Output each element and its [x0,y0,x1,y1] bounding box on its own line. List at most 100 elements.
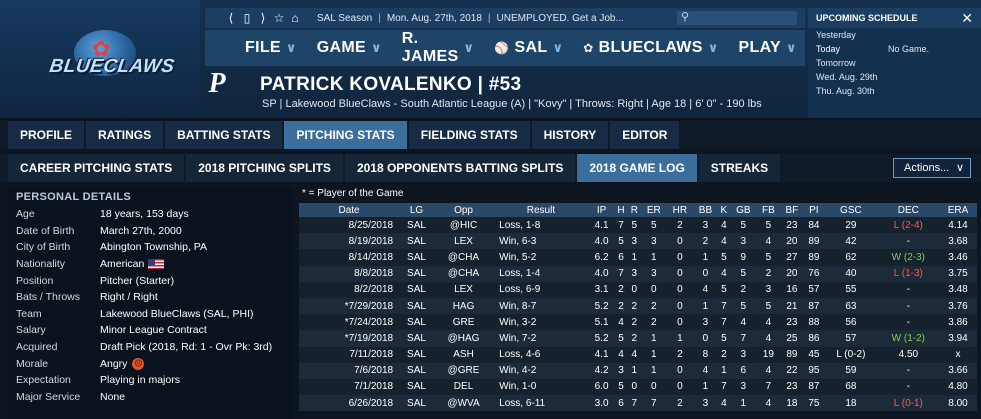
cell-opp: DEL [433,378,494,396]
col-header-r[interactable]: R [627,203,641,217]
close-icon[interactable]: ✕ [961,10,973,26]
col-header-lg[interactable]: LG [399,203,434,217]
table-row[interactable]: 7/11/2018 SAL ASH Loss, 4-6 4.1 4 4 1 2 8 2 3 19 89 45… [299,346,977,363]
col-header-result[interactable]: Result [493,203,589,217]
game-log: * = Player of the Game Date LG Opp Result IP… [299,187,981,419]
tab-ratings[interactable]: RATINGS [86,121,164,149]
chevron-down-icon: ∨ [955,162,964,174]
tab-batting-stats[interactable]: BATTING STATS [165,121,283,149]
col-header-bf[interactable]: BF [780,203,804,217]
cell-lg: SAL [399,249,434,266]
cell-gsc: 29 [824,217,878,234]
detail-row: Date of Birth March 27th, 2000 [8,223,293,240]
table-row[interactable]: 8/8/2018 SAL @CHA Loss, 1-4 4.0 7 3 3 0 0 4 5 2 20 76 4… [299,265,977,282]
table-row[interactable]: 6/26/2018 SAL @WVA Loss, 6-11 3.0 6 7 7 2 3 4 1 4 18 7… [299,395,977,412]
home-icon[interactable]: ⌂ [291,11,299,25]
tab-profile[interactable]: PROFILE [8,121,85,149]
schedule-row[interactable]: Today No Game. [808,42,981,56]
col-header-gsc[interactable]: GSC [824,203,878,217]
col-header-pi[interactable]: PI [803,203,825,217]
table-row[interactable]: 8/2/2018 SAL LEX Loss, 6-9 3.1 2 0 0 0 4 5 2 3 16 57 55… [299,281,977,298]
cell-bb: 1 [693,378,718,396]
col-header-er[interactable]: ER [640,203,667,217]
nav-play[interactable]: PLAY ∨ [729,39,807,57]
search-input[interactable]: ⚲ [677,11,797,25]
tab-pitching-stats[interactable]: PITCHING STATS [284,121,407,149]
col-header-k[interactable]: K [717,203,731,217]
nav-team[interactable]: ✿ BLUECLAWS ∨ [573,39,728,57]
cell-ip: 4.0 [588,265,615,282]
schedule-row[interactable]: Tomorrow [808,56,981,70]
table-row[interactable]: *7/29/2018 SAL HAG Win, 8-7 5.2 2 2 2 0 1 7 5 5 21 87 6… [299,297,977,315]
cell-opp: LEX [433,233,494,250]
detail-value: Minor League Contract [100,324,207,337]
table-row[interactable]: 8/19/2018 SAL LEX Win, 6-3 4.0 5 3 3 0 2 4 3 4 20 89 42… [299,233,977,250]
actions-dropdown[interactable]: Actions... ∨ [893,158,971,178]
detail-label: Bats / Throws [16,291,80,304]
nav-league[interactable]: ⚾ SAL ∨ [484,39,573,57]
col-header-ip[interactable]: IP [588,203,615,217]
detail-value: None [100,390,126,403]
table-row[interactable]: 8/25/2018 SAL @HIC Loss, 1-8 4.1 7 5 5 2 3 4 5 5 23 84… [299,217,977,234]
col-header-h[interactable]: H [614,203,628,217]
table-row[interactable]: 7/1/2018 SAL DEL Win, 1-0 6.0 5 0 0 0 1 7 3 7 23 87 68-… [299,378,977,396]
cell-gsc: 59 [824,362,878,379]
table-row[interactable]: 7/6/2018 SAL @GRE Win, 4-2 4.2 3 1 1 0 4 1 6 4 22 95 59… [299,362,977,379]
subtab-streaks[interactable]: STREAKS [698,154,781,182]
col-header-opp[interactable]: Opp [433,203,494,217]
subtab-2018-game-log[interactable]: 2018 GAME LOG [577,154,697,182]
cell-k: 4 [717,395,731,412]
cell-result: Win, 3-2 [493,314,589,331]
cell-opp: @CHA [433,249,494,266]
col-header-date[interactable]: Date [299,203,400,217]
page-icon[interactable]: ▯ [243,11,251,25]
employment-status[interactable]: UNEMPLOYED. Get a Job... [496,12,624,24]
tab-editor[interactable]: EDITOR [610,121,680,149]
cell-fb: 2 [756,265,781,282]
detail-value: Right / Right [100,291,158,304]
cell-er: 5 [640,217,667,234]
cell-result: Loss, 6-11 [493,395,589,412]
tab-history[interactable]: HISTORY [531,121,609,149]
subtab-2018-pitching-splits[interactable]: 2018 PITCHING SPLITS [186,154,343,182]
col-header-era[interactable]: ERA [939,203,977,217]
header: ✿ BLUECLAWS ⟨ ▯ ⟩ ☆ ⌂ SAL Season | Mon. … [0,0,981,118]
nav-file[interactable]: FILE ∨ [205,39,307,57]
cell-h: 2 [614,281,628,298]
cell-gb: 7 [730,330,757,347]
table-row[interactable]: 8/14/2018 SAL @CHA Win, 5-2 6.2 6 1 1 0 1 5 9 5 27 89 6… [299,249,977,266]
cell-gsc: 18 [824,395,878,412]
col-header-fb[interactable]: FB [756,203,781,217]
table-row[interactable]: *7/19/2018 SAL @HAG Win, 7-2 5.2 5 2 1 1 0 5 7 4 25 86… [299,330,977,347]
col-header-dec[interactable]: DEC [877,203,940,217]
cell-h: 5 [614,233,628,250]
table-row[interactable]: *7/24/2018 SAL GRE Win, 3-2 5.1 4 2 2 0 3 7 4 4 23 88 5… [299,314,977,331]
cell-gb: 4 [730,314,757,331]
forward-icon[interactable]: ⟩ [260,11,266,25]
subtab-2018-opponents-batting-splits[interactable]: 2018 OPPONENTS BATTING SPLITS [344,154,576,182]
col-header-hr[interactable]: HR [666,203,694,217]
nav-game[interactable]: GAME ∨ [307,39,392,57]
detail-value: 18 years, 153 days [100,208,189,221]
schedule-row[interactable]: Thu. Aug. 30th [808,84,981,98]
cell-dec: - [877,233,940,250]
cell-hr: 0 [666,281,694,298]
subtab-career-pitching-stats[interactable]: CAREER PITCHING STATS [8,154,185,182]
cell-era: 3.68 [939,233,977,250]
cell-fb: 4 [756,362,781,379]
schedule-row[interactable]: Wed. Aug. 29th [808,70,981,84]
nav-game-label: GAME [316,39,366,56]
col-header-gb[interactable]: GB [730,203,757,217]
col-header-bb[interactable]: BB [693,203,718,217]
team-logo[interactable]: ✿ BLUECLAWS [0,0,200,118]
schedule-row[interactable]: Yesterday [808,28,981,42]
cell-date: 7/1/2018 [299,378,400,396]
cell-gb: 5 [730,297,757,315]
cell-h: 5 [614,330,628,347]
star-icon[interactable]: ☆ [273,11,285,25]
back-icon[interactable]: ⟨ [228,11,234,25]
cell-pi: 75 [803,395,825,412]
detail-value[interactable]: Lakewood BlueClaws (SAL, PHI) [100,307,254,320]
tab-fielding-stats[interactable]: FIELDING STATS [408,121,530,149]
nav-manager[interactable]: R. JAMES ∨ [392,30,484,66]
